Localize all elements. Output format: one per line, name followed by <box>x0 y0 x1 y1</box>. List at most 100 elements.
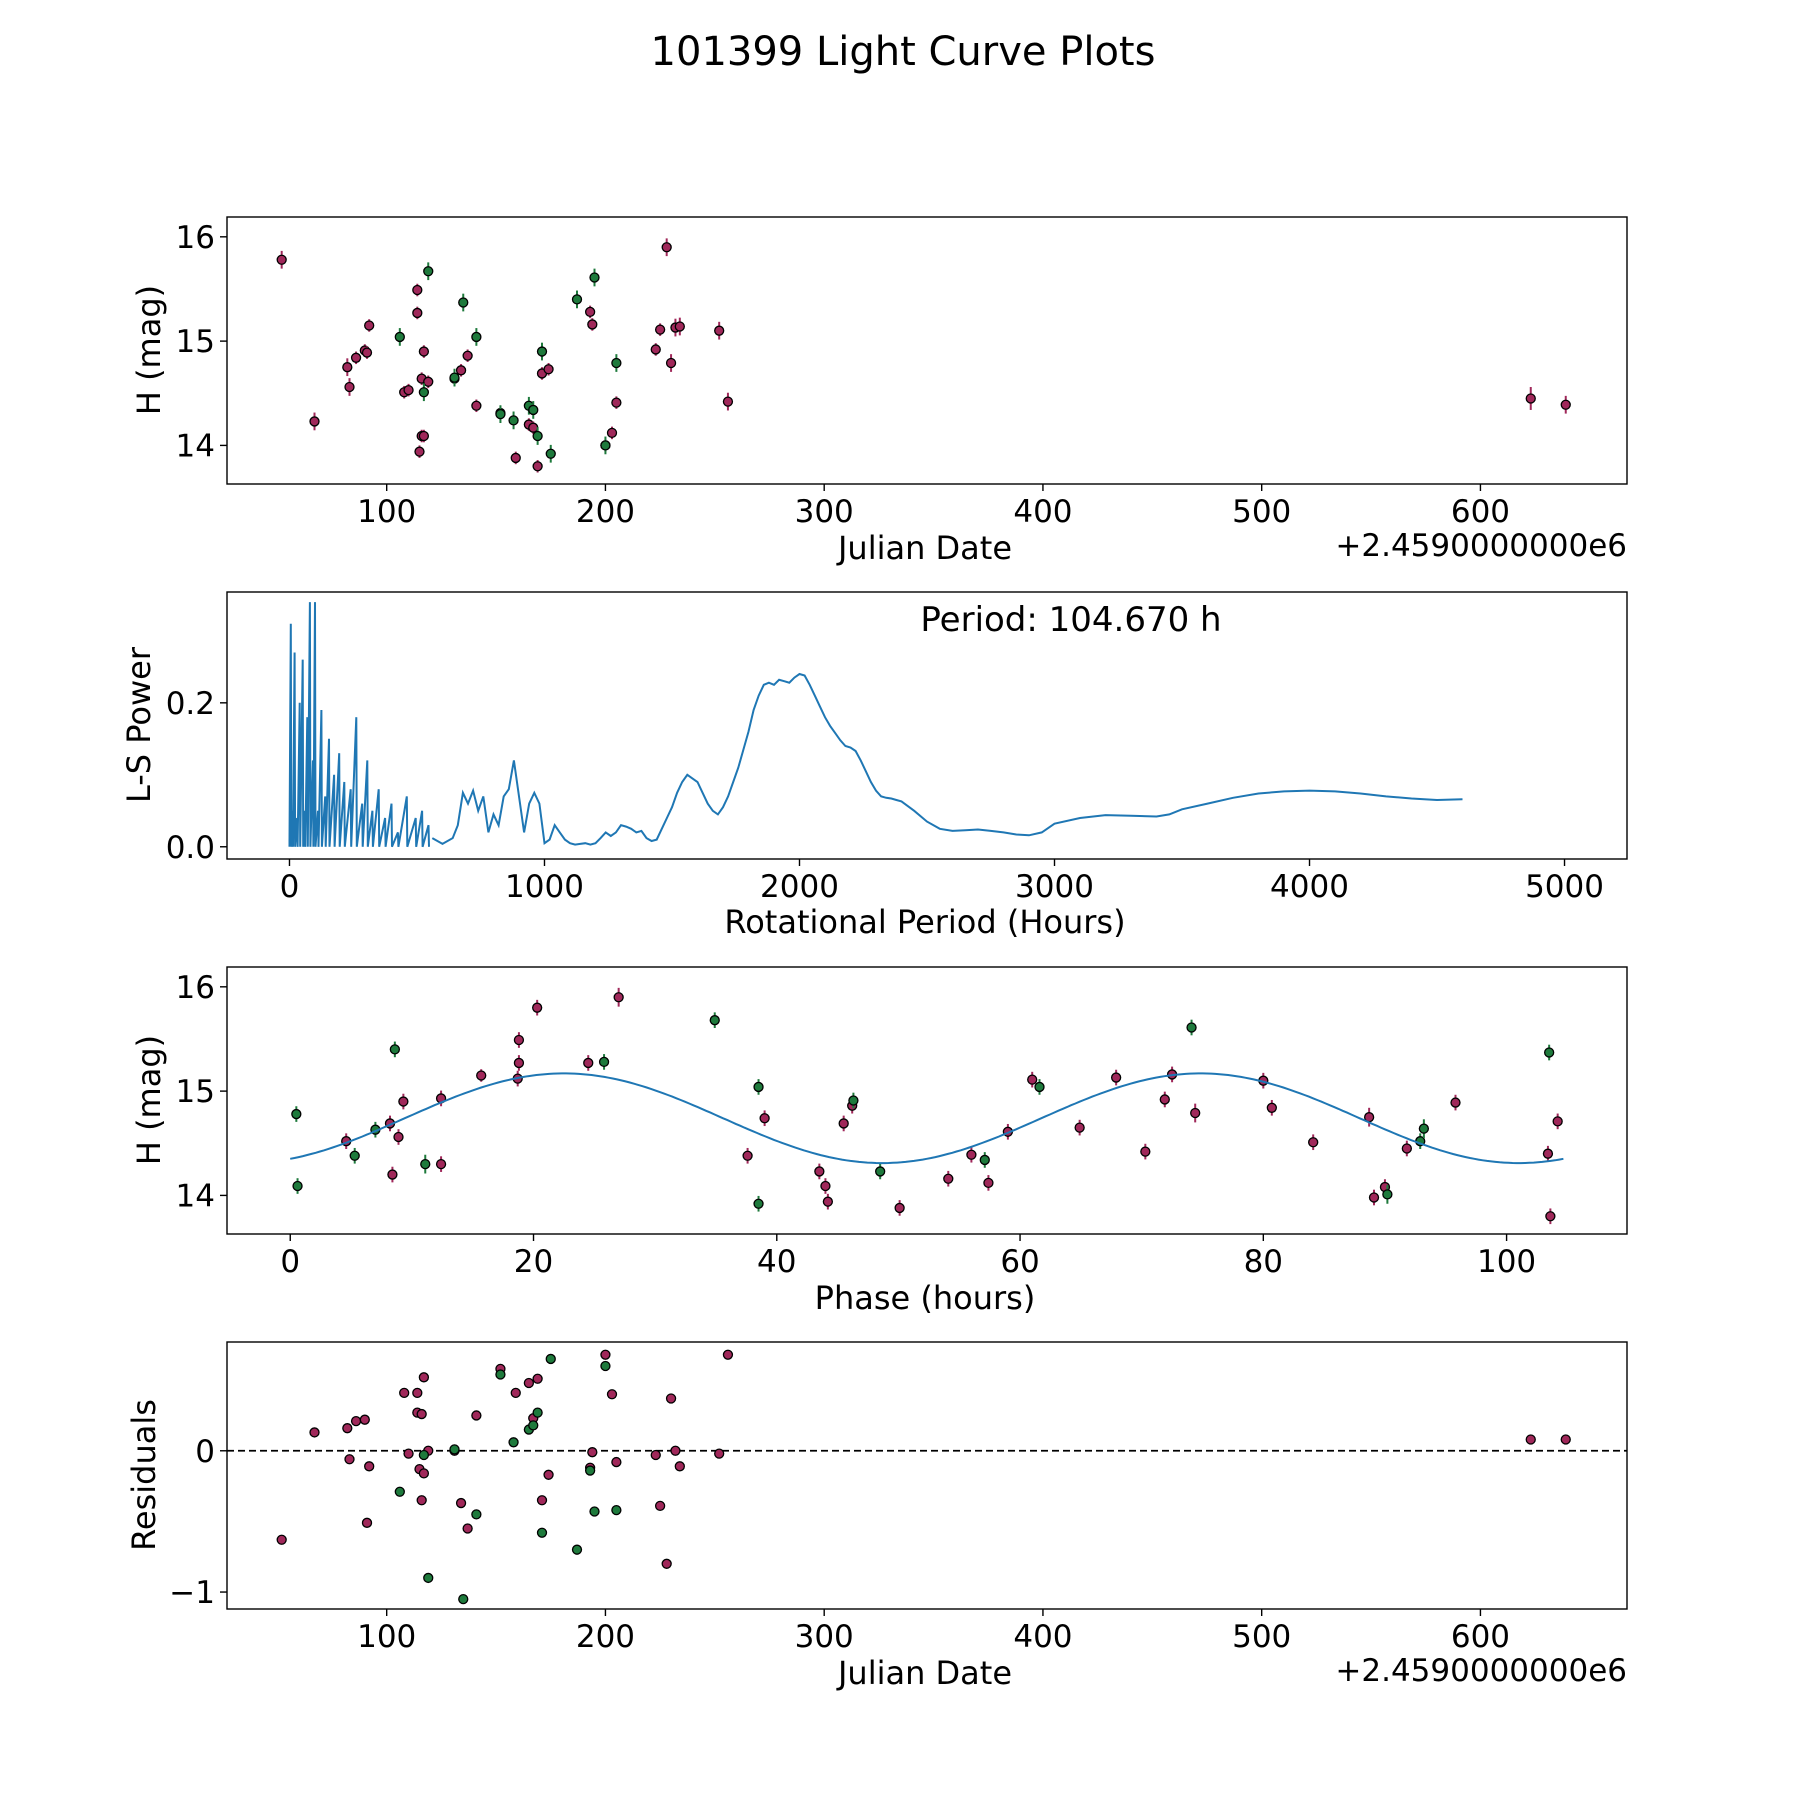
phase-folded-point-green <box>349 1150 360 1161</box>
light-curve-xtick-label: 100 <box>357 494 416 530</box>
phase-folded-point-red <box>476 1070 487 1081</box>
light-curve-point-red <box>350 352 362 363</box>
light-curve-point-red <box>364 320 375 331</box>
phase-folded-ytick-label: 14 <box>176 1178 215 1214</box>
residuals-point-green <box>508 1437 519 1448</box>
phase-folded-xtick-label: 60 <box>1000 1244 1039 1280</box>
periodogram-xtick-label: 4000 <box>1270 869 1349 905</box>
phase-folded-xlabel: Phase (hours) <box>815 1279 1036 1317</box>
light-curve-point-green <box>571 294 583 305</box>
phase-folded-xtick-label: 0 <box>280 1244 300 1280</box>
light-curve-point-red <box>423 376 434 387</box>
light-curve-point-red <box>342 362 353 373</box>
residuals-point-green <box>611 1504 622 1516</box>
phase-folded-point-red <box>838 1118 849 1129</box>
light-curve-point-red <box>412 284 423 296</box>
phase-folded-point-red <box>820 1180 831 1192</box>
residuals-point-red <box>714 1448 725 1459</box>
residuals-ylabel: Residuals <box>125 1399 163 1551</box>
light-curve-point-green <box>532 430 543 442</box>
phase-folded-ytick-label: 15 <box>176 1074 215 1110</box>
residuals-point-green <box>536 1527 548 1538</box>
light-curve-point-red <box>344 381 355 393</box>
light-curve-point-red <box>418 430 430 442</box>
phase-folded-point-green <box>1034 1081 1045 1093</box>
light-curve-point-red <box>309 416 320 427</box>
residuals-point-green <box>394 1486 405 1497</box>
light-curve-xtick-label: 300 <box>795 494 854 530</box>
residuals-point-red <box>536 1495 548 1506</box>
residuals-point-red <box>364 1461 375 1472</box>
light-curve-point-red <box>403 384 414 396</box>
periodogram-frame <box>226 591 1628 860</box>
residuals-point-red <box>350 1415 362 1427</box>
periodogram-ytick-label: 0.2 <box>166 686 215 722</box>
residuals-point-red <box>412 1387 423 1399</box>
residuals-point-green <box>600 1360 611 1372</box>
light-curve-point-green <box>423 266 434 277</box>
residuals-xlabel: Julian Date <box>836 1654 1012 1692</box>
light-curve-point-red <box>665 357 677 369</box>
light-curve-panel: Julian Date H (mag) +2.4590000000e6 100 2… <box>130 216 1628 567</box>
light-curve-point-red <box>722 396 734 407</box>
phase-folded-panel: Phase (hours) H (mag) 0 20 40 60 80 100 14 15 16 <box>130 966 1628 1317</box>
residuals-point-red <box>611 1456 622 1468</box>
light-curve-point-red <box>532 461 543 472</box>
phase-folded-point-red <box>1110 1072 1122 1083</box>
light-curve-point-green <box>471 331 482 343</box>
residuals-xtick-label: 500 <box>1232 1619 1291 1655</box>
phase-folded-point-green <box>389 1044 401 1055</box>
phase-folded-point-red <box>583 1057 594 1069</box>
phase-folded-xtick-label: 20 <box>514 1244 553 1280</box>
residuals-point-red <box>276 1534 287 1545</box>
light-curve-ytick-label: 15 <box>176 324 215 360</box>
residuals-point-red <box>462 1523 473 1534</box>
phase-folded-point-red <box>742 1150 753 1161</box>
phase-folded-point-red <box>894 1202 905 1214</box>
periodogram-xtick-label: 2000 <box>760 869 839 905</box>
periodogram-xtick-label: 0 <box>280 869 300 905</box>
phase-folded-point-red <box>435 1158 447 1170</box>
light-curve-xtick-label: 400 <box>1013 494 1072 530</box>
residuals-point-red <box>661 1558 672 1569</box>
phase-folded-point-red <box>1545 1211 1556 1222</box>
residuals-point-red <box>606 1389 618 1400</box>
light-curve-point-red <box>471 400 482 411</box>
residuals-point-red <box>403 1448 414 1459</box>
residuals-point-red <box>722 1349 734 1360</box>
phase-folded-point-green <box>1544 1047 1555 1058</box>
phase-folded-point-green <box>753 1198 764 1209</box>
periodogram-xtick-label: 5000 <box>1525 869 1604 905</box>
light-curve-point-green <box>508 415 519 426</box>
phase-folded-ytick-label: 16 <box>176 970 215 1006</box>
residuals-point-red <box>532 1373 543 1384</box>
residuals-xtick-label: 100 <box>357 1619 416 1655</box>
phase-folded-point-red <box>814 1166 825 1177</box>
residuals-point-red <box>650 1449 661 1461</box>
residuals-point-red <box>654 1500 666 1512</box>
light-curve-point-red <box>611 397 622 408</box>
phase-folded-xtick-label: 80 <box>1244 1244 1283 1280</box>
phase-folded-point-red <box>532 1002 543 1013</box>
light-curve-point-green <box>449 372 460 383</box>
residuals-ytick-label: −1 <box>169 1575 215 1611</box>
light-curve-point-green <box>536 346 548 357</box>
light-curve-point-red <box>528 422 539 433</box>
light-curve-point-red <box>462 350 473 361</box>
phase-folded-point-red <box>1401 1143 1412 1154</box>
phase-folded-point-green <box>1186 1022 1197 1033</box>
residuals-point-green <box>458 1593 469 1605</box>
phase-folded-point-red <box>1074 1122 1085 1133</box>
residuals-point-green <box>495 1369 506 1380</box>
phase-folded-point-red <box>1140 1146 1151 1157</box>
residuals-point-red <box>523 1377 535 1389</box>
light-curve-point-red <box>661 242 672 253</box>
light-curve-point-red <box>543 364 554 375</box>
phase-folded-point-red <box>822 1196 834 1207</box>
phase-folded-point-red <box>1368 1192 1380 1203</box>
light-curve-point-green <box>589 272 600 283</box>
phase-folded-point-red <box>513 1057 525 1069</box>
residuals-point-red <box>399 1387 410 1399</box>
residuals-point-green <box>528 1420 539 1431</box>
residuals-point-red <box>309 1427 320 1438</box>
